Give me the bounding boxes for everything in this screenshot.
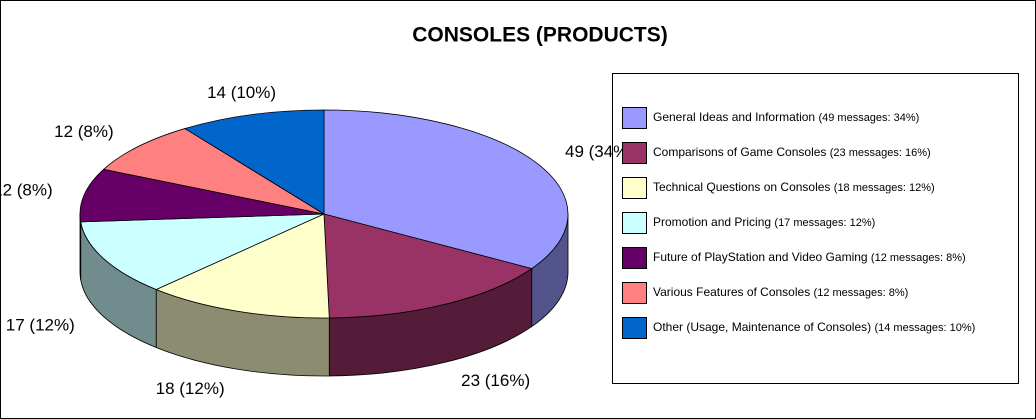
legend-detail: (49 messages: 34%) [818,112,919,124]
data-label: 18 (12%) [156,379,225,398]
legend-box [612,73,1019,384]
legend-entry: Technical Questions on Consoles (18 mess… [653,180,935,194]
legend-detail: (23 messages: 16%) [830,147,931,159]
slice [80,213,325,290]
legend-name: Future of PlayStation and Video Gaming [653,250,868,264]
legend-entry: Other (Usage, Maintenance of Consoles) (… [653,320,975,334]
slice [183,109,325,215]
legend-name: Various Features of Consoles [653,285,810,299]
legend-detail: (17 messages: 12%) [774,217,875,229]
legend-swatch [622,177,647,199]
legend-detail: (12 messages: 8%) [814,287,909,299]
legend-name: Promotion and Pricing [653,215,771,229]
legend-detail: (14 messages: 10%) [874,322,975,334]
slice [155,213,330,319]
data-label: 12 (8%) [0,180,53,199]
legend-swatch [622,142,647,164]
chart-title: CONSOLES (PRODUCTS) [412,24,668,47]
legend-name: General Ideas and Information [653,110,815,124]
data-label: 14 (10%) [207,83,276,102]
slice [102,128,325,215]
legend-entry: Future of PlayStation and Video Gaming (… [653,250,966,264]
legend-swatch [622,212,647,234]
data-label: 49 (34%) [565,142,634,161]
data-label: 12 (8%) [54,122,114,141]
legend-name: Technical Questions on Consoles [653,180,830,194]
data-label: 23 (16%) [461,371,530,390]
legend-entry: Various Features of Consoles (12 message… [653,285,908,299]
data-label: 17 (12%) [6,316,75,335]
legend-name: Comparisons of Game Consoles [653,145,826,159]
legend-name: Other (Usage, Maintenance of Consoles) [653,320,871,334]
legend-swatch [622,317,647,339]
legend-detail: (12 messages: 8%) [871,252,966,264]
legend-entry: General Ideas and Information (49 messag… [653,110,919,124]
legend-swatch [622,247,647,269]
slice [323,109,569,270]
legend-swatch [622,107,647,129]
legend-detail: (18 messages: 12%) [834,182,935,194]
legend-entry: Comparisons of Game Consoles (23 message… [653,145,931,159]
legend-swatch [622,282,647,304]
slice-side [79,213,82,280]
legend-entry: Promotion and Pricing (17 messages: 12%) [653,215,875,229]
slice [323,213,533,319]
slice [79,168,325,223]
